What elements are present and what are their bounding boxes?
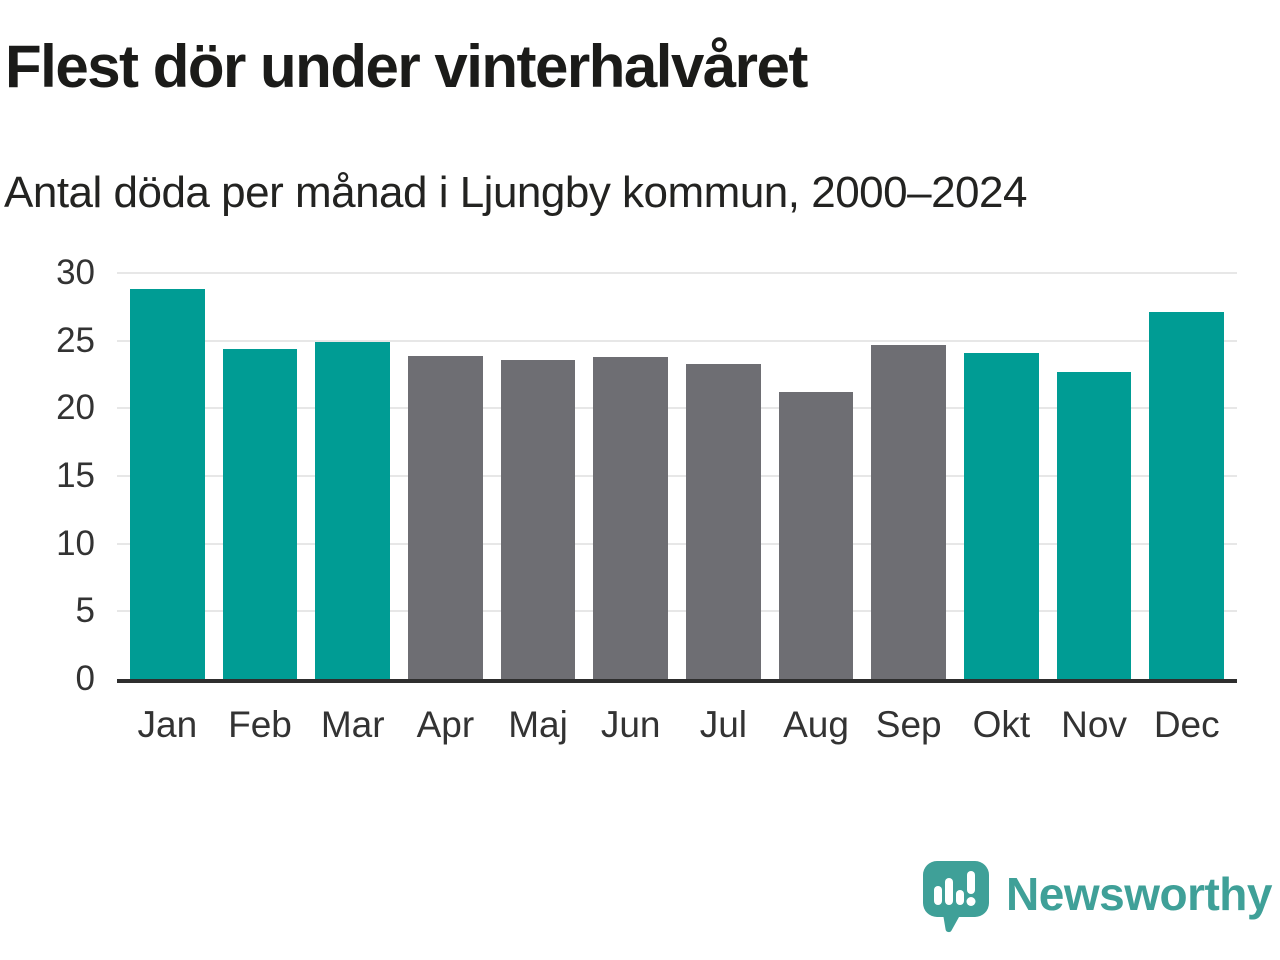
y-tick-label-5: 5: [75, 591, 95, 631]
gridline-20: [117, 407, 1237, 410]
bar-sep: [871, 344, 947, 679]
bar-jun: [593, 356, 669, 679]
gridline-30: [117, 272, 1237, 274]
y-tick-label-10: 10: [56, 523, 95, 563]
y-tick-label-15: 15: [56, 456, 95, 495]
bar-feb: [222, 348, 298, 679]
x-tick-label-nov: Nov: [1061, 704, 1127, 745]
x-tick-label-apr: Apr: [416, 704, 475, 745]
bar-jul: [686, 363, 761, 679]
y-tick-label-25: 25: [56, 320, 95, 360]
x-tick-label-mar: Mar: [320, 704, 385, 745]
x-tick-label-maj: Maj: [508, 704, 568, 745]
x-tick-label-jan: Jan: [137, 704, 198, 745]
x-axis-labels: Jan Feb Mar Apr Maj Jun Jul Aug Sep Okt Nov Dec: [117, 702, 1237, 748]
gridline-15: [117, 475, 1237, 477]
bar-okt: [964, 352, 1039, 679]
bar-chart-speech-bubble-icon: [923, 861, 990, 933]
bar-aug: [778, 392, 854, 679]
x-tick-label-jun: Jun: [600, 704, 661, 745]
x-axis-line: [117, 679, 1237, 683]
y-tick-label-0: 0: [75, 659, 95, 698]
newsworthy-logo: Newsworthy: [920, 856, 1272, 938]
bar-nov: [1056, 371, 1132, 679]
x-tick-label-sep: Sep: [875, 704, 942, 745]
y-tick-label-30: 30: [56, 253, 95, 292]
x-tick-label-okt: Okt: [972, 704, 1031, 745]
gridline-10: [117, 542, 1237, 545]
gridline-5: [117, 610, 1237, 613]
bar-maj: [500, 359, 576, 679]
bar-mar: [315, 342, 391, 679]
chart-title: Flest dör under vinterhalvåret: [5, 33, 808, 100]
bar-series: [117, 273, 1237, 679]
x-tick-label-feb: Feb: [228, 704, 292, 745]
y-tick-label-20: 20: [56, 388, 95, 428]
chart-subtitle: Antal döda per månad i Ljungby kommun, 2…: [4, 168, 1027, 217]
x-tick-label-jul: Jul: [699, 704, 748, 745]
x-tick-label-aug: Aug: [783, 704, 849, 745]
plot-area: [117, 272, 1237, 683]
brand-name: Newsworthy: [1006, 868, 1272, 920]
bar-jan: [130, 289, 205, 679]
x-tick-label-dec: Dec: [1153, 704, 1220, 745]
gridline-25: [117, 339, 1237, 342]
bar-apr: [408, 355, 483, 679]
bar-dec: [1149, 312, 1225, 679]
